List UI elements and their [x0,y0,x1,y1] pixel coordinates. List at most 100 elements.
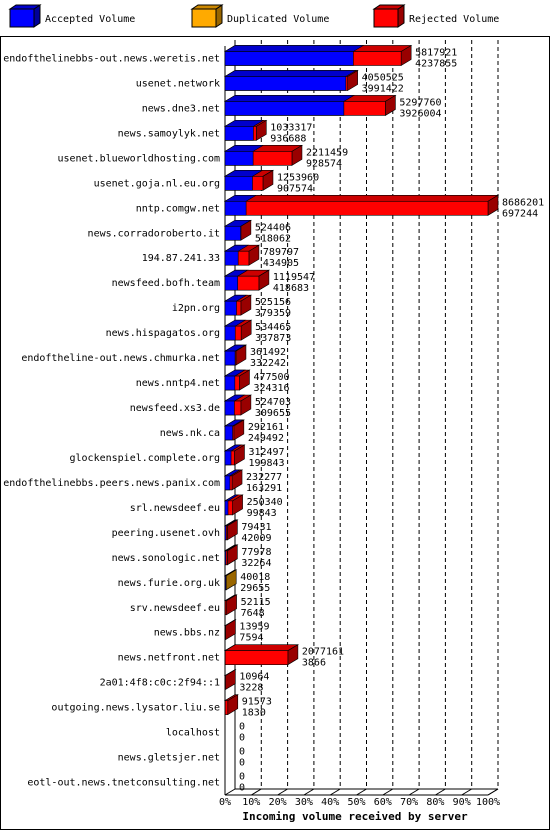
y-tick-label: news.gletsjer.net [118,753,220,764]
accepted-bar [225,226,241,240]
accepted-label: 7594 [239,633,263,644]
total-bar [225,701,228,715]
total-label: 524406 [255,222,291,233]
legend-swatch-top [374,5,404,9]
accepted-label: 3991422 [362,83,404,94]
total-label: 524703 [255,397,291,408]
total-label: 5297760 [399,97,441,108]
total-label: 525156 [255,297,291,308]
accepted-label: 32264 [241,558,271,569]
accepted-bar [225,326,235,340]
y-tick-label: news.furie.org.uk [118,578,220,589]
x-tick-label: 50% [347,797,365,808]
accepted-label: 99843 [247,508,277,519]
total-label: 789797 [263,247,299,258]
total-label: 8686201 [502,197,544,208]
total-label: 292161 [248,422,284,433]
y-tick-label: news.corradoroberto.it [88,228,220,239]
accepted-bar [225,276,238,290]
accepted-bar [225,426,233,440]
accepted-bar [225,376,235,390]
y-tick-label: peering.usenet.ovh [112,528,220,539]
accepted-bar-top [225,70,356,76]
total-label: 0 [239,747,245,758]
accepted-label: 1830 [242,708,266,719]
accepted-bar [225,576,226,590]
y-tick-label: 2a01:4f8:c0c:2f94::1 [100,678,220,689]
x-axis-label: Incoming volume received by server [242,810,468,823]
y-tick-label: news.netfront.net [118,653,220,664]
x-tick-label: 40% [321,797,339,808]
legend-label: Duplicated Volume [227,14,329,25]
total-label: 250340 [247,497,283,508]
y-tick-label: newsfeed.xs3.de [130,403,220,414]
total-label: 79431 [241,522,271,533]
y-tick-label: usenet.blueworldhosting.com [57,153,220,164]
accepted-bar [225,501,228,515]
accepted-label: 163291 [246,483,282,494]
accepted-bar [225,451,231,465]
legend-swatch [192,9,216,27]
accepted-label: 42009 [241,533,271,544]
accepted-label: 332242 [250,358,286,369]
total-bar [225,201,488,215]
y-tick-label: news.samoylyk.net [118,128,220,139]
y-tick-label: newsfeed.bofh.team [112,278,220,289]
accepted-bar [225,176,252,190]
total-label: 4050525 [362,72,404,83]
total-label: 477500 [253,372,289,383]
accepted-label: 0 [239,758,245,769]
y-tick-label: usenet.goja.nl.eu.org [94,178,220,189]
total-label: 0 [239,722,245,733]
x-tick-label: 60% [374,797,392,808]
accepted-label: 4237855 [415,58,457,69]
total-bar [225,651,288,665]
legend-label: Accepted Volume [45,14,135,25]
y-tick-label: news.nntp4.net [136,378,220,389]
total-label: 312497 [248,447,284,458]
y-tick-label: endofthelinebbs.peers.news.panix.com [3,478,220,489]
y-tick-label: news.hispagatos.org [106,328,220,339]
total-label: 10964 [239,672,269,683]
accepted-label: 0 [239,733,245,744]
total-label: 2077161 [302,647,344,658]
accepted-label: 697244 [502,208,538,219]
total-label: 77978 [241,547,271,558]
x-tick-label: 30% [295,797,313,808]
y-tick-label: srv.newsdeef.eu [130,603,220,614]
y-tick-label: news.bbs.nz [154,628,220,639]
total-bar-top [225,645,298,651]
total-label: 2211459 [306,147,348,158]
accepted-bar [225,526,226,540]
x-tick-label: 10% [242,797,260,808]
total-label: 232277 [246,472,282,483]
accepted-label: 3866 [302,658,326,669]
y-tick-label: eotl-out.news.tnetconsulting.net [27,778,220,789]
accepted-label: 3228 [239,683,263,694]
accepted-label: 249492 [248,433,284,444]
accepted-label: 418683 [273,283,309,294]
y-tick-label: i2pn.org [172,303,220,314]
x-tick-label: 20% [269,797,287,808]
accepted-label: 309655 [255,408,291,419]
x-tick-label: 80% [426,797,444,808]
accepted-bar [225,76,346,90]
total-label: 1119547 [273,272,315,283]
y-tick-label: news.dne3.net [142,103,220,114]
y-tick-label: srl.newsdeef.eu [130,503,220,514]
total-label: 13959 [239,622,269,633]
legend-swatch-top [192,5,222,9]
total-label: 91573 [242,697,272,708]
total-label: 5817921 [415,47,457,58]
y-tick-label: nntp.comgw.net [136,203,220,214]
accepted-label: 337873 [255,333,291,344]
accepted-bar [225,51,353,65]
x-tick-label: 90% [453,797,471,808]
total-label: 0 [239,772,245,783]
y-tick-label: endofthelinebbs-out.news.weretis.net [3,53,220,64]
accepted-label: 324316 [253,383,289,394]
accepted-label: 936688 [270,133,306,144]
y-tick-label: glockenspiel.complete.org [69,453,220,464]
accepted-bar [225,476,230,490]
accepted-bar [225,151,253,165]
